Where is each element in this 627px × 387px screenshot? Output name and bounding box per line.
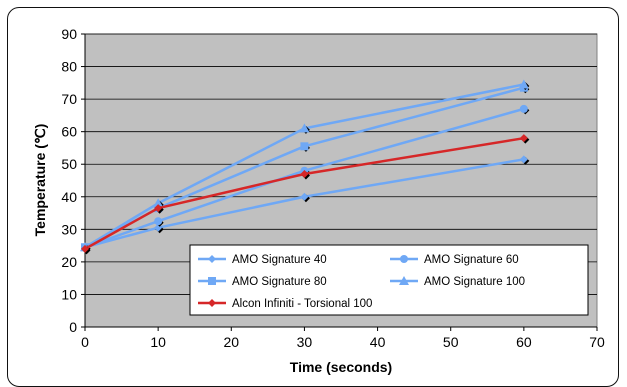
line-chart: 0 10 20 30 40 50 60 70 80 90 0 10 20 30 40 50 60 70 AMO S… [32,26,605,375]
data-point-s2-2 [300,142,309,151]
y-tick-label-6: 60 [61,124,77,140]
data-point-s0-3 [519,155,528,164]
legend-label-3: AMO Signature 100 [424,276,525,288]
data-point-s4-0 [81,244,89,253]
y-tick-label-5: 50 [61,156,77,172]
data-point-s4-3 [519,134,528,143]
legend-label-0: AMO Signature 40 [232,254,327,266]
y-tick-label-9: 90 [61,26,77,42]
legend-label-1: AMO Signature 60 [424,254,519,266]
series-line-1 [84,107,525,249]
series-group [80,79,530,255]
data-point-s3-2 [299,123,310,133]
legend-marker-2 [208,277,216,285]
legend: AMO Signature 40 AMO Signature 60 AMO Sign… [189,244,589,316]
data-point-s4-2 [300,169,309,178]
data-point-s3-1 [153,198,164,208]
y-tick-label-0: 0 [69,319,77,335]
legend-marker-4 [208,299,216,307]
series-line-0 [84,158,525,249]
legend-marker-0 [208,255,216,263]
data-point-s1-1 [154,217,163,226]
data-point-s0-2 [300,192,309,201]
y-axis-label: Temperature (℃) [32,124,48,237]
legend-label-4: Alcon Infiniti - Torsional 100 [232,298,372,310]
series-line-3 [84,83,525,249]
y-tick-label-4: 40 [61,189,77,205]
x-tick-label-7: 70 [589,334,605,350]
x-axis-label: Time (seconds) [290,359,392,375]
axes: 0 10 20 30 40 50 60 70 80 90 0 10 20 30 40 50 60 70 [61,26,605,350]
y-tick-label-2: 20 [61,254,77,270]
y-tick-label-1: 10 [61,286,77,302]
data-point-s3-3 [518,79,529,89]
legend-label-2: AMO Signature 80 [232,276,327,288]
x-tick-label-4: 40 [370,334,386,350]
x-tick-label-3: 30 [297,334,313,350]
x-tick-label-6: 60 [516,334,532,350]
legend-marker-3 [399,276,409,285]
x-tick-label-0: 0 [81,334,89,350]
x-tick-label-1: 10 [150,334,166,350]
x-tick-label-5: 50 [443,334,459,350]
y-tick-label-7: 70 [61,91,77,107]
data-point-s1-3 [519,104,528,113]
legend-marker-1 [400,255,408,263]
y-tick-label-3: 30 [61,221,77,237]
series-line-4 [84,136,525,250]
x-tick-label-2: 20 [223,334,239,350]
legend-box [189,244,589,316]
y-tick-label-8: 80 [61,59,77,75]
data-point-s4-1 [154,204,163,213]
